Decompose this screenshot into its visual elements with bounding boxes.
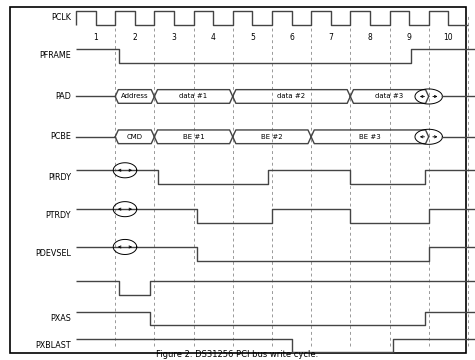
Text: 6: 6 — [289, 33, 294, 42]
Text: PCLK: PCLK — [51, 13, 71, 22]
Text: PDEVSEL: PDEVSEL — [35, 249, 71, 258]
Text: PAD: PAD — [56, 92, 71, 101]
Text: PTRDY: PTRDY — [46, 211, 71, 220]
Text: 3: 3 — [171, 33, 176, 42]
Text: 5: 5 — [250, 33, 255, 42]
Text: 1: 1 — [93, 33, 98, 42]
Text: PFRAME: PFRAME — [39, 51, 71, 60]
Text: 2: 2 — [133, 33, 137, 42]
Text: PIRDY: PIRDY — [48, 172, 71, 181]
Text: PXBLAST: PXBLAST — [36, 341, 71, 350]
Text: data #3: data #3 — [375, 94, 404, 99]
Text: CMD: CMD — [127, 134, 143, 140]
Text: BE #1: BE #1 — [183, 134, 204, 140]
Text: 8: 8 — [368, 33, 372, 42]
Text: PXAS: PXAS — [50, 314, 71, 323]
Text: PCBE: PCBE — [50, 132, 71, 141]
Text: 4: 4 — [211, 33, 216, 42]
Text: data #2: data #2 — [277, 94, 305, 99]
Text: BE #2: BE #2 — [261, 134, 283, 140]
Text: Address: Address — [121, 94, 149, 99]
Text: Figure 2. DS31256 PCI bus write cycle.: Figure 2. DS31256 PCI bus write cycle. — [156, 350, 319, 359]
Text: BE #3: BE #3 — [359, 134, 381, 140]
Text: data #1: data #1 — [180, 94, 208, 99]
Text: 9: 9 — [407, 33, 411, 42]
Text: 10: 10 — [444, 33, 453, 42]
Text: 7: 7 — [328, 33, 333, 42]
